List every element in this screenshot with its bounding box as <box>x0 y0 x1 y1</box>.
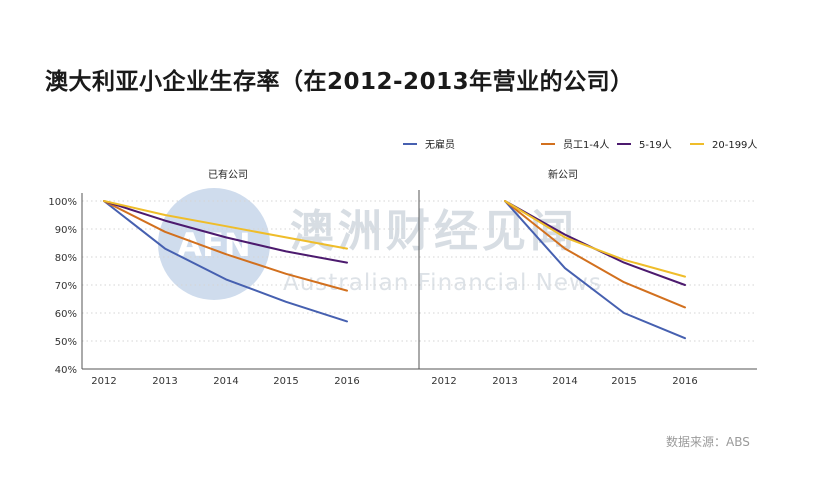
watermark-logo-circle <box>158 188 270 300</box>
legend-label-small: 员工1-4人 <box>563 140 610 151</box>
legend-item-large: 20-199人 <box>690 136 757 151</box>
x-tick-label: 2016 <box>334 376 359 387</box>
series-line-new-large <box>504 200 686 278</box>
y-tick-label: 90% <box>55 225 77 236</box>
legend-swatch-medium <box>617 142 631 145</box>
watermark-cn: 澳洲财经见闻 <box>290 206 578 257</box>
y-tick-label: 80% <box>55 253 77 264</box>
x-tick-label: 2012 <box>91 376 116 387</box>
x-tick-label: 2015 <box>273 376 298 387</box>
legend-swatch-large <box>690 142 704 145</box>
legend-swatch-none <box>403 142 417 145</box>
legend-swatch-small <box>541 142 555 145</box>
series-line-existing-small <box>103 200 348 292</box>
x-tick-label: 2015 <box>611 376 636 387</box>
series-lines <box>103 200 686 340</box>
x-tick-label: 2012 <box>431 376 456 387</box>
legend-item-none: 无雇员 <box>403 136 455 151</box>
y-tick-label: 50% <box>55 337 77 348</box>
series-line-new-none <box>504 200 686 340</box>
series-line-existing-large <box>103 200 348 250</box>
legend-label-none: 无雇员 <box>425 140 455 151</box>
x-tick-label: 2014 <box>552 376 577 387</box>
series-line-existing-none <box>103 200 348 323</box>
y-tick-label: 60% <box>55 309 77 320</box>
data-source: 数据来源：ABS <box>666 435 750 449</box>
legend-item-small: 员工1-4人 <box>541 136 609 151</box>
x-tick-label: 2013 <box>152 376 177 387</box>
legend-item-medium: 5-19人 <box>617 136 672 151</box>
axes: 40% 50% 60% 70% 80% 90% 100% 2012 2013 2014 2015 20… <box>48 190 757 387</box>
legend: 无雇员 员工1-4人 5-19人 20-199人 <box>0 136 823 154</box>
y-tick-label: 70% <box>55 281 77 292</box>
chart-title: 澳大利亚小企业生存率（在2012-2013年营业的公司） <box>45 69 634 95</box>
x-tick-label: 2016 <box>672 376 697 387</box>
x-tick-label: 2014 <box>213 376 238 387</box>
y-tick-label: 100% <box>48 197 77 208</box>
x-tick-label: 2013 <box>492 376 517 387</box>
panel-title-new: 新公司 <box>548 170 578 181</box>
series-line-existing-medium <box>103 200 348 264</box>
panel-title-existing: 已有公司 <box>208 170 248 181</box>
watermark: AFN 澳洲财经见闻 Australian Financial News <box>158 188 602 300</box>
legend-label-medium: 5-19人 <box>639 140 672 151</box>
y-tick-label: 40% <box>55 365 77 376</box>
watermark-en: Australian Financial News <box>283 270 602 296</box>
legend-label-large: 20-199人 <box>712 140 758 151</box>
series-line-new-small <box>504 200 686 309</box>
